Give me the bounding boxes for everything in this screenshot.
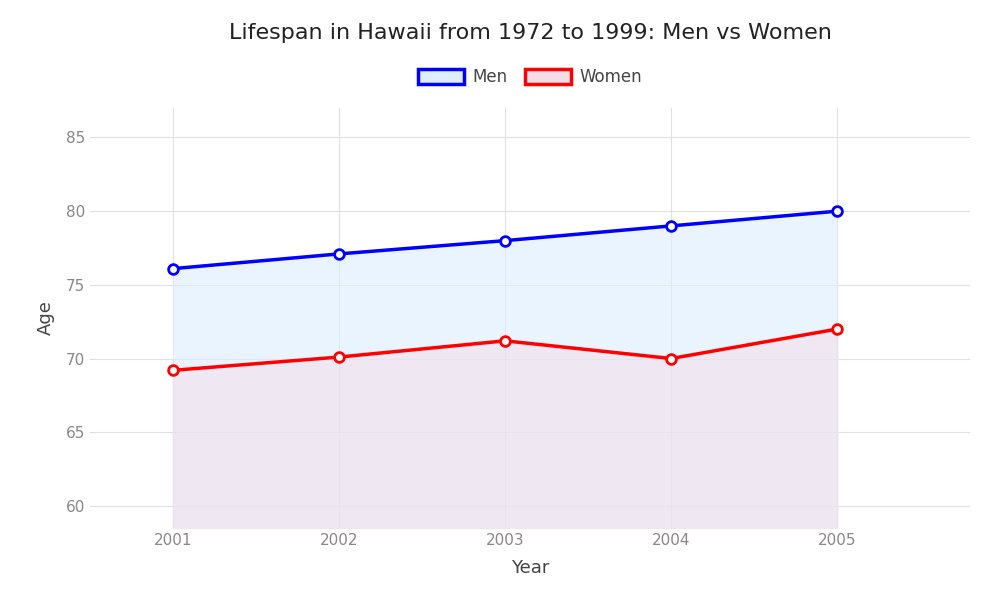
X-axis label: Year: Year [511,559,549,577]
Y-axis label: Age: Age [37,301,55,335]
Legend: Men, Women: Men, Women [411,62,649,93]
Title: Lifespan in Hawaii from 1972 to 1999: Men vs Women: Lifespan in Hawaii from 1972 to 1999: Me… [229,23,831,43]
